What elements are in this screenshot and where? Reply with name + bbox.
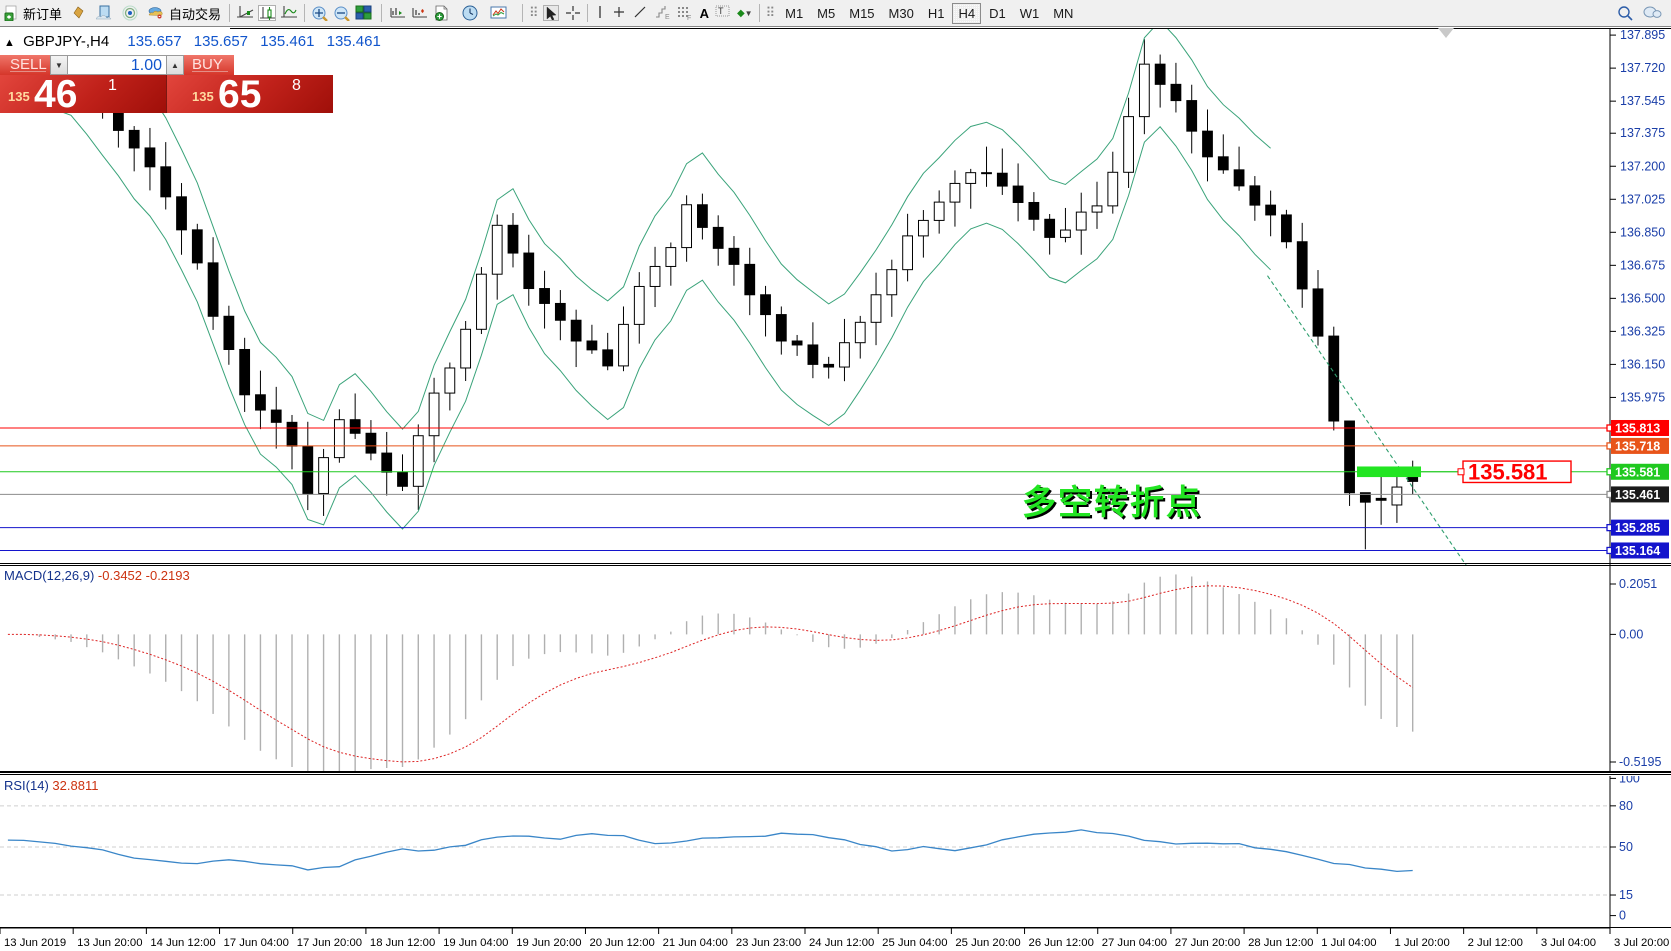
svg-text:E: E [665,14,670,21]
svg-text:0.2051: 0.2051 [1619,577,1657,591]
svg-text:100: 100 [1619,776,1640,785]
svg-text:2 Jul 12:00: 2 Jul 12:00 [1468,937,1523,949]
svg-text:20 Jun 12:00: 20 Jun 12:00 [589,937,654,949]
svg-text:136.325: 136.325 [1620,324,1665,338]
svg-text:18 Jun 12:00: 18 Jun 12:00 [370,937,435,949]
svg-text:-0.5195: -0.5195 [1619,755,1661,769]
svg-text:28 Jun 12:00: 28 Jun 12:00 [1248,937,1313,949]
svg-text:17 Jun 04:00: 17 Jun 04:00 [224,937,289,949]
svg-text:0.00: 0.00 [1619,627,1643,641]
svg-text:13 Jun 2019: 13 Jun 2019 [4,937,66,949]
svg-text:136.500: 136.500 [1620,291,1665,305]
svg-text:19 Jun 04:00: 19 Jun 04:00 [443,937,508,949]
svg-text:27 Jun 04:00: 27 Jun 04:00 [1102,937,1167,949]
svg-text:137.895: 137.895 [1620,29,1665,42]
svg-text:T: T [718,6,724,16]
svg-text:80: 80 [1619,799,1633,813]
svg-text:1 Jul 04:00: 1 Jul 04:00 [1321,937,1376,949]
svg-text:25 Jun 20:00: 25 Jun 20:00 [955,937,1020,949]
svg-text:24 Jun 12:00: 24 Jun 12:00 [809,937,874,949]
svg-text:135.813: 135.813 [1615,421,1660,435]
svg-text:135.718: 135.718 [1615,439,1660,453]
svg-text:135.581: 135.581 [1468,459,1548,484]
svg-text:0: 0 [1619,909,1626,923]
svg-text:136.850: 136.850 [1620,225,1665,239]
svg-text:25 Jun 04:00: 25 Jun 04:00 [882,937,947,949]
svg-text:137.545: 137.545 [1620,94,1665,108]
svg-text:137.200: 137.200 [1620,159,1665,173]
svg-text:137.025: 137.025 [1620,192,1665,206]
svg-text:137.720: 137.720 [1620,61,1665,75]
svg-text:135.164: 135.164 [1615,544,1660,558]
svg-text:21 Jun 04:00: 21 Jun 04:00 [663,937,728,949]
svg-text:136.675: 136.675 [1620,258,1665,272]
svg-text:27 Jun 20:00: 27 Jun 20:00 [1175,937,1240,949]
svg-text:137.375: 137.375 [1620,126,1665,140]
svg-text:135.285: 135.285 [1615,521,1660,535]
svg-text:3 Jul 04:00: 3 Jul 04:00 [1541,937,1596,949]
svg-text:136.150: 136.150 [1620,357,1665,371]
svg-text:14 Jun 12:00: 14 Jun 12:00 [150,937,215,949]
svg-text:F: F [687,15,691,21]
svg-text:135.975: 135.975 [1620,390,1665,404]
svg-text:19 Jun 20:00: 19 Jun 20:00 [516,937,581,949]
svg-text:17 Jun 20:00: 17 Jun 20:00 [297,937,362,949]
svg-text:3 Jul 20:00: 3 Jul 20:00 [1614,937,1669,949]
svg-text:13 Jun 20:00: 13 Jun 20:00 [77,937,142,949]
svg-text:23 Jun 23:00: 23 Jun 23:00 [736,937,801,949]
svg-text:26 Jun 12:00: 26 Jun 12:00 [1029,937,1094,949]
svg-text:15: 15 [1619,888,1633,902]
svg-text:1 Jul 20:00: 1 Jul 20:00 [1394,937,1449,949]
svg-text:50: 50 [1619,840,1633,854]
svg-text:135.461: 135.461 [1615,488,1660,502]
svg-text:135.581: 135.581 [1615,465,1660,479]
